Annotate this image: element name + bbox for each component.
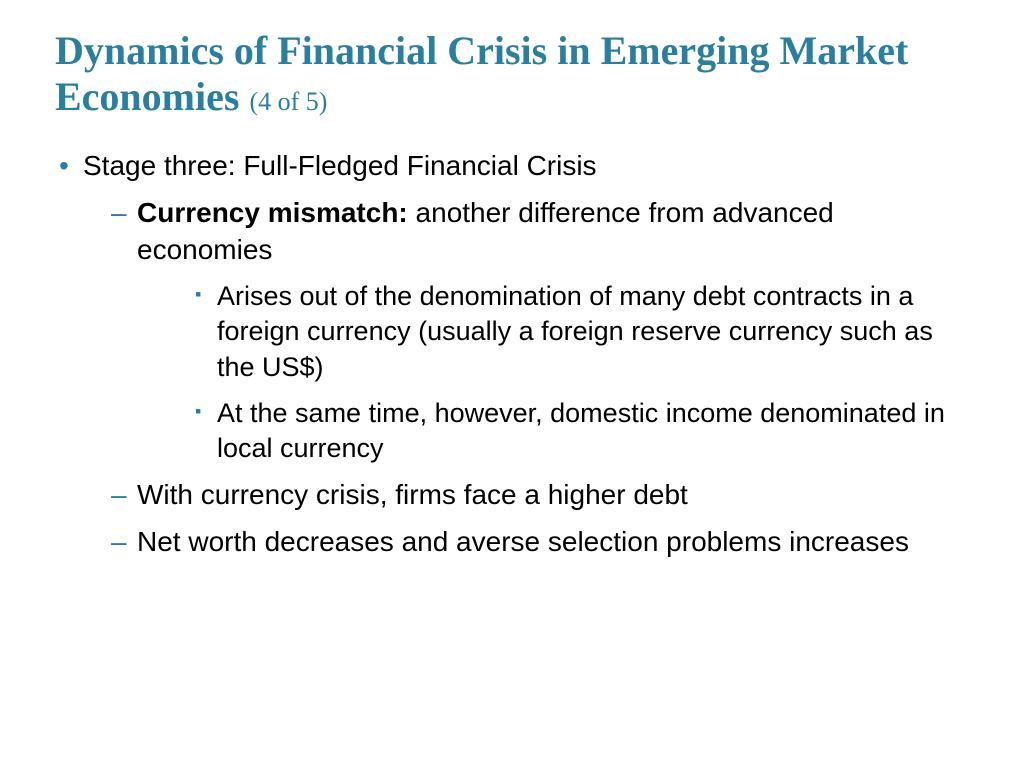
lvl2-bold: Currency mismatch:	[137, 197, 408, 228]
slide-title: Dynamics of Financial Crisis in Emerging…	[55, 28, 969, 120]
bullet-list-lvl2: Currency mismatch: another difference fr…	[83, 195, 969, 561]
list-item: Net worth decreases and averse selection…	[83, 524, 969, 561]
lvl2-text: With currency crisis, firms face a highe…	[137, 479, 688, 510]
list-item: At the same time, however, domestic inco…	[137, 396, 969, 467]
lvl3-text: At the same time, however, domestic inco…	[217, 398, 945, 464]
lvl2-text: Net worth decreases and averse selection…	[137, 526, 909, 557]
bullet-list-lvl1: Stage three: Full-Fledged Financial Cris…	[55, 148, 969, 561]
title-sub: (4 of 5)	[249, 87, 327, 116]
list-item: Currency mismatch: another difference fr…	[83, 195, 969, 467]
title-main: Dynamics of Financial Crisis in Emerging…	[55, 28, 908, 119]
lvl3-text: Arises out of the denomination of many d…	[217, 281, 933, 382]
list-item: Stage three: Full-Fledged Financial Cris…	[55, 148, 969, 561]
list-item: With currency crisis, firms face a highe…	[83, 477, 969, 514]
list-item: Arises out of the denomination of many d…	[137, 279, 969, 386]
bullet-list-lvl3: Arises out of the denomination of many d…	[137, 279, 969, 467]
lvl1-text: Stage three: Full-Fledged Financial Cris…	[83, 150, 597, 181]
